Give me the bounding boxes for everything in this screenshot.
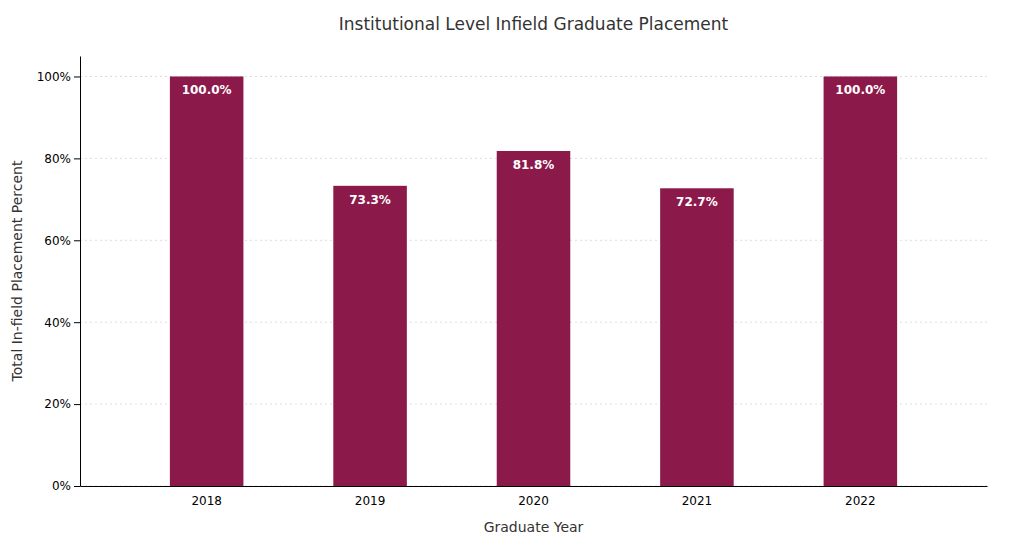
y-axis-title: Total In-field Placement Percent xyxy=(9,160,25,382)
y-axis-line xyxy=(80,57,81,487)
x-tick: 2018 xyxy=(191,486,222,508)
bar xyxy=(660,188,734,486)
y-tick-mark xyxy=(74,76,80,77)
y-tick: 100% xyxy=(37,70,80,84)
chart: 2018 2019 2020 2021 2022 0% 20% 40% 60% 80% 100% 10… xyxy=(0,0,1017,548)
y-tick-label: 0% xyxy=(52,479,71,493)
x-tick: 2022 xyxy=(845,486,876,508)
bar xyxy=(824,76,898,486)
y-tick: 60% xyxy=(44,234,80,248)
data-label: 73.3% xyxy=(349,193,391,207)
y-tick-mark xyxy=(74,322,80,323)
x-tick-label: 2020 xyxy=(518,494,549,508)
y-tick-label: 80% xyxy=(44,152,71,166)
y-tick: 0% xyxy=(52,479,80,493)
bars xyxy=(170,76,897,486)
grid xyxy=(80,76,987,486)
x-tick: 2020 xyxy=(518,486,549,508)
data-label: 72.7% xyxy=(676,195,718,209)
x-tick-label: 2021 xyxy=(682,494,713,508)
bar xyxy=(333,186,407,486)
data-label: 100.0% xyxy=(182,83,232,97)
x-tick-label: 2018 xyxy=(191,494,222,508)
x-axis-title: Graduate Year xyxy=(484,519,584,535)
y-tick-mark xyxy=(74,486,80,487)
y-tick-mark xyxy=(74,158,80,159)
x-tick: 2019 xyxy=(355,486,386,508)
y-tick: 20% xyxy=(44,397,80,411)
data-label: 100.0% xyxy=(835,83,885,97)
y-tick-label: 100% xyxy=(37,70,71,84)
y-tick-label: 60% xyxy=(44,234,71,248)
title: Institutional Level Infield Graduate Pla… xyxy=(339,14,729,34)
bar xyxy=(497,151,571,486)
y-tick-mark xyxy=(74,240,80,241)
y-tick-mark xyxy=(74,404,80,405)
y-tick-label: 20% xyxy=(44,397,71,411)
plot: 2018 2019 2020 2021 2022 0% 20% 40% 60% 80% 100% 10… xyxy=(37,57,988,508)
x-axis-line xyxy=(81,486,988,487)
data-labels: 100.0% 73.3% 81.8% 72.7% 100.0% xyxy=(182,83,886,209)
y-tick-label: 40% xyxy=(44,316,71,330)
bar xyxy=(170,76,244,486)
x-axis: 2018 2019 2020 2021 2022 xyxy=(81,486,988,508)
x-tick-label: 2022 xyxy=(845,494,876,508)
x-tick: 2021 xyxy=(682,486,713,508)
y-tick: 40% xyxy=(44,316,80,330)
x-tick-label: 2019 xyxy=(355,494,386,508)
data-label: 81.8% xyxy=(513,158,555,172)
y-tick: 80% xyxy=(44,152,80,166)
y-axis: 0% 20% 40% 60% 80% 100% xyxy=(37,57,81,494)
